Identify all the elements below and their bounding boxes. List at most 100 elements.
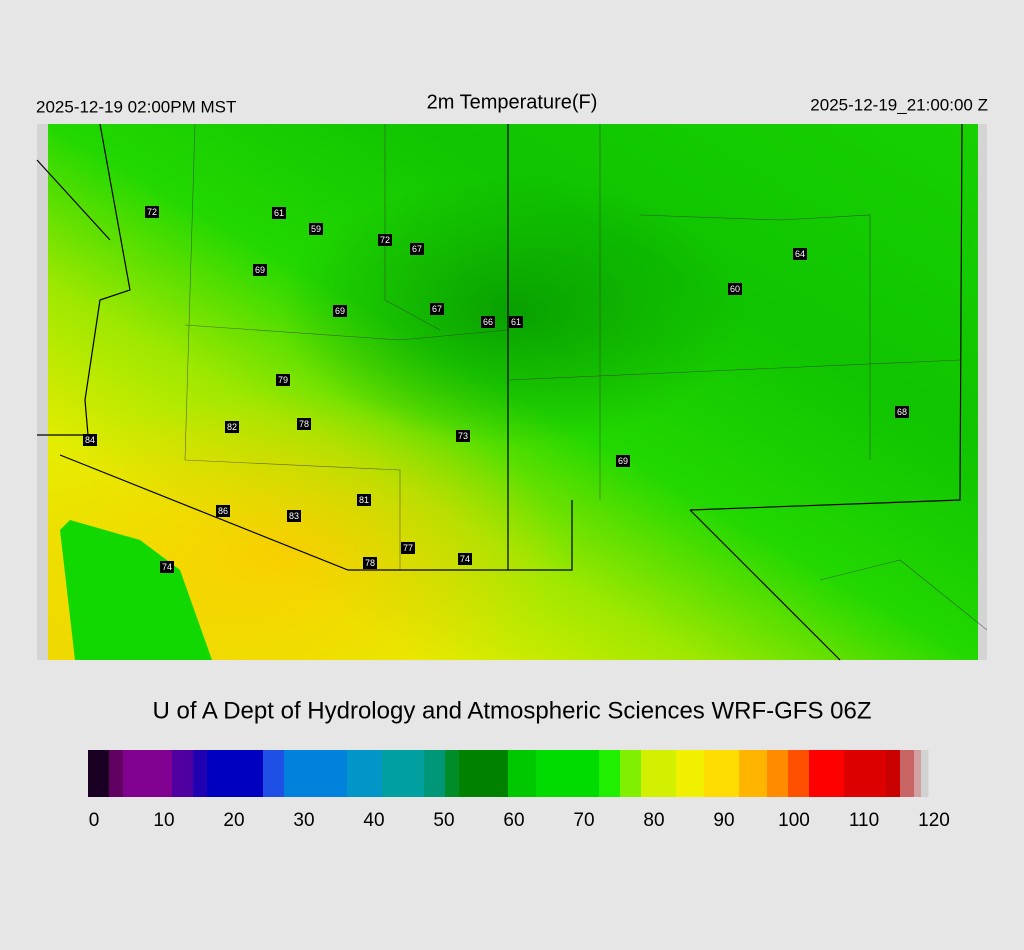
station-box <box>363 557 377 569</box>
station-box <box>297 418 311 430</box>
station-box <box>333 305 347 317</box>
colorbar-tick-label: 10 <box>153 810 174 831</box>
colorbar-segment <box>676 750 705 797</box>
valid-time: 2025-12-19_21:00:00 Z <box>810 95 988 114</box>
colorbar-tick-label: 0 <box>89 810 100 831</box>
station-value: 68 <box>897 407 907 417</box>
station-box <box>272 207 286 219</box>
map-title: 2m Temperature(F) <box>427 91 598 113</box>
station-value: 74 <box>460 554 470 564</box>
stations: 72 61 59 72 67 69 64 60 69 67 66 61 79 68 82 78 84 73 69 81… <box>83 206 909 573</box>
station-box <box>378 234 392 246</box>
colorbar-segment <box>921 750 929 797</box>
colorbar-tick-label: 90 <box>713 810 734 831</box>
station-box <box>145 206 159 218</box>
station: 83 <box>287 510 301 522</box>
station-value: 59 <box>311 224 321 234</box>
colorbar-segment <box>123 750 173 797</box>
station-box <box>357 494 371 506</box>
station-box <box>276 374 290 386</box>
station-value: 67 <box>412 244 422 254</box>
county-lines <box>184 123 988 631</box>
colorbar-segment <box>900 750 915 797</box>
colorbar-segment <box>599 750 621 797</box>
station-box <box>225 421 239 433</box>
colorbar-segment <box>424 750 446 797</box>
colorbar-tick-label: 20 <box>223 810 244 831</box>
station-value: 77 <box>403 543 413 553</box>
station: 60 <box>728 283 742 295</box>
station-value: 60 <box>730 284 740 294</box>
colorbar-segment <box>207 750 264 797</box>
station: 73 <box>456 430 470 442</box>
station-value: 79 <box>278 375 288 385</box>
colorbar-segment <box>739 750 768 797</box>
station-box <box>410 243 424 255</box>
station-value: 72 <box>380 235 390 245</box>
colorbar-tick-label: 60 <box>503 810 524 831</box>
credit: U of A Dept of Hydrology and Atmospheric… <box>153 697 872 724</box>
station: 77 <box>401 542 415 554</box>
station-box <box>287 510 301 522</box>
station-box <box>895 406 909 418</box>
station: 66 <box>481 316 495 328</box>
station-box <box>160 561 174 573</box>
station: 68 <box>895 406 909 418</box>
colorbar-segment <box>767 750 789 797</box>
sea-area <box>60 520 212 660</box>
station: 61 <box>272 207 286 219</box>
station-value: 64 <box>795 249 805 259</box>
station-value: 81 <box>359 495 369 505</box>
station-value: 78 <box>365 558 375 568</box>
station-value: 74 <box>162 562 172 572</box>
colorbar-segment <box>445 750 460 797</box>
borders <box>36 123 963 661</box>
station: 86 <box>216 505 230 517</box>
station: 74 <box>160 561 174 573</box>
colorbar-segment <box>536 750 600 797</box>
station: 84 <box>83 434 97 446</box>
station-box <box>309 223 323 235</box>
colorbar-tick-label: 40 <box>363 810 384 831</box>
colorbar-tick-label: 120 <box>918 810 950 831</box>
colorbar-segment <box>704 750 740 797</box>
colorbar-tick-label: 50 <box>433 810 454 831</box>
station-box <box>430 303 444 315</box>
station-box <box>728 283 742 295</box>
colorbar-segment <box>88 750 110 797</box>
colorbar-segment <box>263 750 285 797</box>
colorbar-segment <box>641 750 677 797</box>
station-value: 78 <box>299 419 309 429</box>
colorbar-segment <box>172 750 194 797</box>
colorbar-segment <box>886 750 901 797</box>
station: 69 <box>333 305 347 317</box>
station-box <box>509 316 523 328</box>
station-value: 72 <box>147 207 157 217</box>
station-box <box>401 542 415 554</box>
colorbar-segment <box>382 750 425 797</box>
colorbar-segment <box>809 750 845 797</box>
colorbar-tick-label: 70 <box>573 810 594 831</box>
station: 64 <box>793 248 807 260</box>
station: 72 <box>378 234 392 246</box>
station-value: 84 <box>85 435 95 445</box>
station-box <box>793 248 807 260</box>
station: 78 <box>363 557 377 569</box>
colorbar-segment <box>459 750 509 797</box>
station-value: 61 <box>274 208 284 218</box>
colorbar-segment <box>508 750 537 797</box>
colorbar-segment <box>844 750 887 797</box>
colorbar-tick-label: 100 <box>778 810 810 831</box>
station-box <box>481 316 495 328</box>
colorbar-tick-label: 110 <box>849 810 879 831</box>
cool-area <box>48 124 978 660</box>
station-value: 73 <box>458 431 468 441</box>
station-box <box>83 434 97 446</box>
station: 67 <box>430 303 444 315</box>
station: 69 <box>253 264 267 276</box>
station-value: 69 <box>618 456 628 466</box>
station-value: 83 <box>289 511 299 521</box>
station-box <box>458 553 472 565</box>
colorbar-segment <box>193 750 208 797</box>
